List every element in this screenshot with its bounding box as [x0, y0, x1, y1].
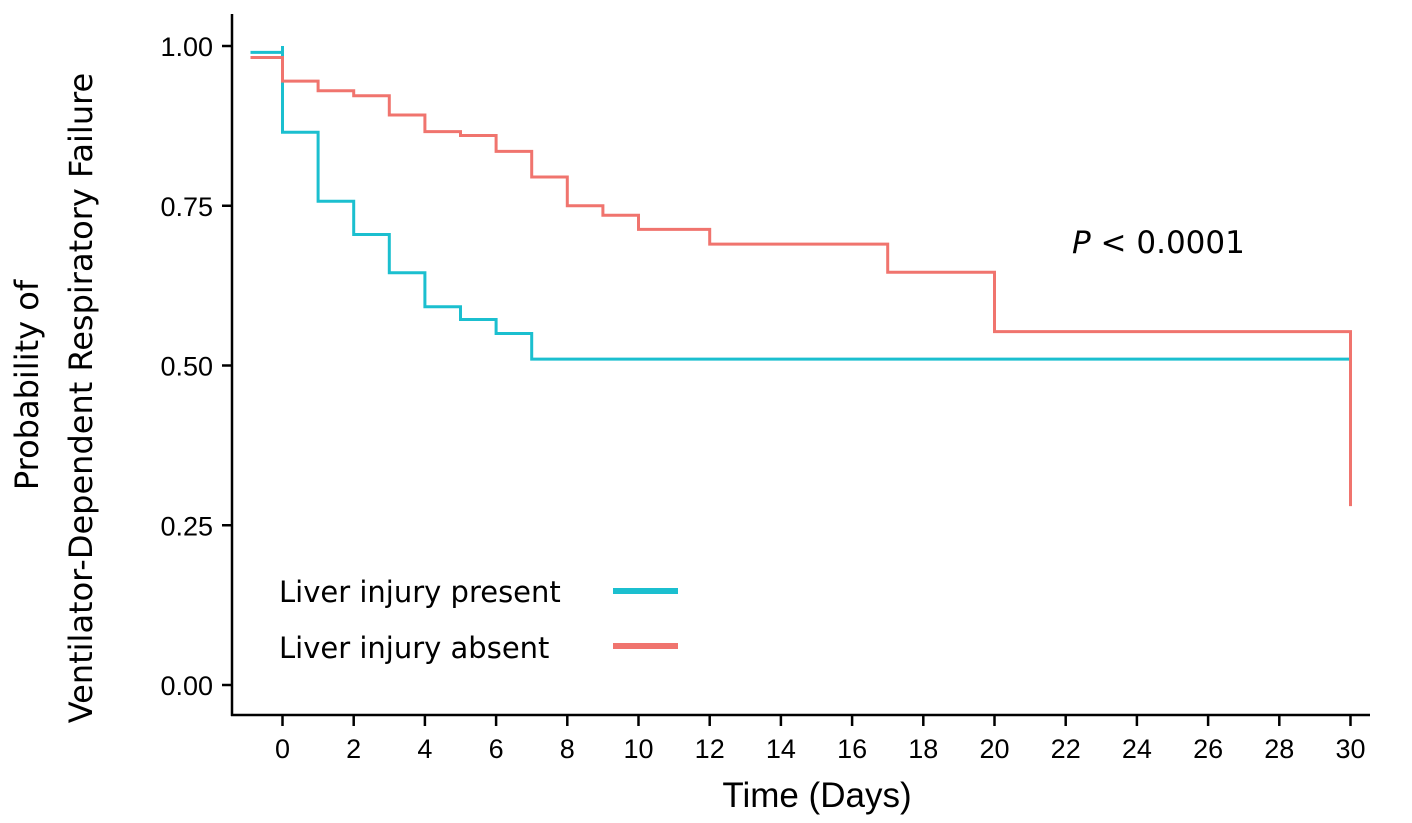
p-value-symbol: P — [1072, 225, 1091, 261]
x-axis-title: Time (Days) — [722, 776, 911, 815]
x-tick-label: 26 — [1193, 734, 1223, 764]
y-axis-title-line-1: Probability of — [8, 279, 46, 490]
x-tick-label: 12 — [695, 734, 725, 764]
x-tick-label: 16 — [837, 734, 867, 764]
x-tick-label: 20 — [979, 734, 1009, 764]
x-tick-label: 24 — [1122, 734, 1152, 764]
x-tick-label: 22 — [1051, 734, 1081, 764]
x-tick-label: 28 — [1264, 734, 1294, 764]
x-axis-ticks: 0 2 4 6 8 10 12 14 16 18 20 22 24 26 28 30 — [275, 716, 1366, 764]
x-tick-label: 14 — [766, 734, 796, 764]
x-tick-label: 0 — [275, 734, 290, 764]
legend: Liver injury present Liver injury absent — [279, 575, 678, 665]
y-axis-ticks: 0.00 0.25 0.50 0.75 1.00 — [160, 32, 232, 701]
y-tick-label: 0.50 — [160, 352, 213, 382]
y-tick-label: 0.75 — [160, 192, 213, 222]
axes — [230, 14, 1370, 717]
x-tick-label: 18 — [908, 734, 938, 764]
legend-label-liver-injury-absent: Liver injury absent — [279, 631, 549, 665]
y-tick-label: 1.00 — [160, 32, 213, 62]
x-tick-label: 2 — [346, 734, 361, 764]
p-value-text: < 0.0001 — [1091, 225, 1245, 261]
x-tick-label: 10 — [623, 734, 653, 764]
x-tick-label: 6 — [489, 734, 504, 764]
survival-curves — [250, 46, 1352, 507]
x-tick-label: 30 — [1335, 734, 1365, 764]
x-tick-label: 8 — [560, 734, 575, 764]
legend-label-liver-injury-present: Liver injury present — [279, 575, 561, 609]
y-tick-label: 0.25 — [160, 511, 213, 541]
y-axis-title-line-2: Ventilator-Dependent Respiratory Failure — [62, 73, 100, 724]
p-value-annotation: P < 0.0001 — [1072, 225, 1245, 261]
y-tick-label: 0.00 — [160, 671, 213, 701]
curve-liver-injury-absent — [250, 56, 1352, 507]
x-tick-label: 4 — [417, 734, 432, 764]
curve-liver-injury-present — [250, 46, 1351, 361]
